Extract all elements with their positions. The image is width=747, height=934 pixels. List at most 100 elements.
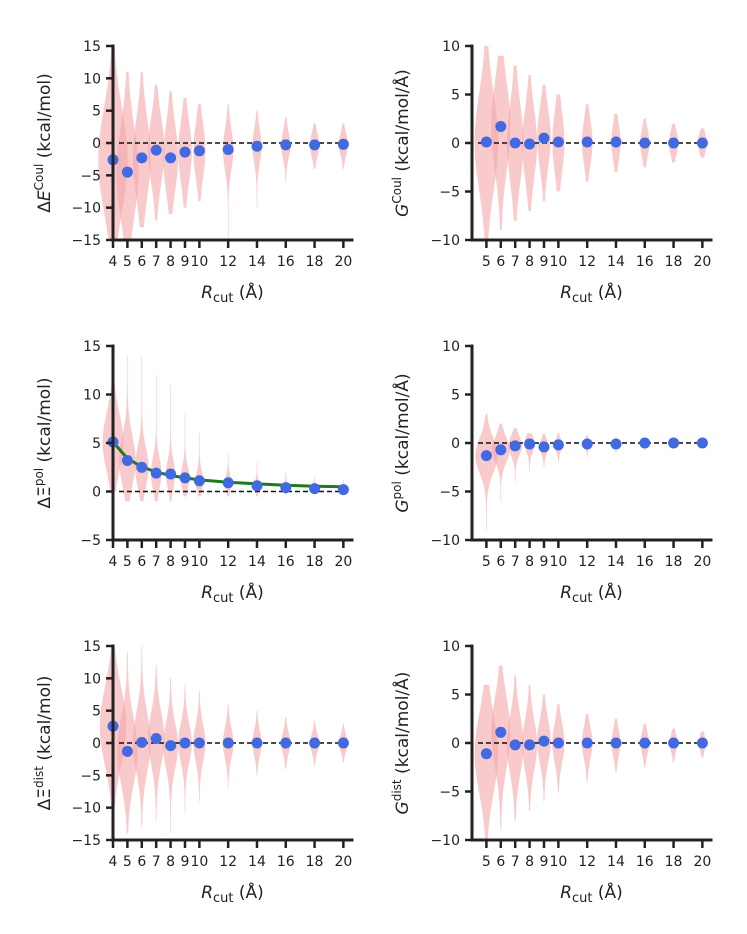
chart-G-dist-ylabel: Gdist (kcal/mol/Å) xyxy=(390,672,413,815)
chart-dE-coul-xtick-label: 10 xyxy=(190,254,208,270)
chart-dXi-pol-ytick-label: 15 xyxy=(83,339,101,355)
chart-dXi-pol-point-7 xyxy=(150,467,162,479)
chart-dXi-pol-xtick-label: 14 xyxy=(248,554,266,570)
chart-G-coul-point-6 xyxy=(495,121,507,132)
chart-dXi-pol-point-5 xyxy=(121,455,133,466)
chart-dE-coul-xtick-label: 16 xyxy=(277,254,295,270)
chart-dXi-dist-xtick-label: 8 xyxy=(166,854,175,870)
chart-G-dist-xtick-label: 10 xyxy=(549,854,567,870)
chart-G-coul-xtick-label: 8 xyxy=(525,254,534,270)
chart-dXi-pol-point-20 xyxy=(337,484,349,496)
chart-dE-coul-violin-14 xyxy=(252,110,262,208)
chart-dE-coul-xtick-label: 12 xyxy=(219,254,237,270)
chart-G-coul-ytick-label: −10 xyxy=(430,233,460,249)
chart-dXi-pol-point-16 xyxy=(280,482,292,494)
chart-dXi-dist-xtick-label: 14 xyxy=(248,854,266,870)
chart-dXi-pol-xtick-label: 18 xyxy=(306,554,324,570)
chart-G-coul-point-20 xyxy=(696,137,708,149)
chart-dXi-dist-point-10 xyxy=(193,737,205,749)
chart-G-coul-point-9 xyxy=(538,132,550,144)
chart-G-dist-xtick-label: 5 xyxy=(482,854,491,870)
chart-dXi-pol-xtick-label: 8 xyxy=(166,554,175,570)
chart-G-coul-point-14 xyxy=(610,136,622,148)
chart-G-dist-xtick-label: 12 xyxy=(578,854,596,870)
chart-dE-coul-point-18 xyxy=(309,139,321,151)
chart-G-dist-xtick-label: 7 xyxy=(511,854,520,870)
chart-G-pol-xtick-label: 16 xyxy=(636,554,654,570)
chart-dXi-pol-xtick-label: 5 xyxy=(123,554,132,570)
chart-dXi-pol-xtick-label: 7 xyxy=(152,554,161,570)
chart-dXi-pol-xtick-label: 12 xyxy=(219,554,237,570)
chart-G-pol-xtick-label: 14 xyxy=(607,554,625,570)
chart-G-dist-points xyxy=(480,726,708,760)
chart-dXi-pol-xtick-label: 20 xyxy=(334,554,352,570)
chart-G-coul-xlabel: Rcut (Å) xyxy=(560,281,623,306)
chart-dXi-dist-xtick-label: 5 xyxy=(123,854,132,870)
chart-G-coul-xtick-label: 7 xyxy=(511,254,520,270)
chart-G-dist-ytick-label: 10 xyxy=(442,639,460,655)
chart-dXi-dist-point-6 xyxy=(136,736,148,748)
chart-dXi-pol-xtick-label: 10 xyxy=(190,554,208,570)
chart-G-pol-point-8 xyxy=(524,438,536,450)
chart-dE-coul-violins xyxy=(98,46,348,241)
chart-G-dist-point-12 xyxy=(581,737,593,749)
chart-G-pol-points xyxy=(480,437,708,462)
chart-G-dist-ytick-label: −10 xyxy=(430,833,460,849)
chart-dXi-pol-point-10 xyxy=(193,475,205,487)
chart-dXi-dist-ytick-label: 10 xyxy=(83,671,101,687)
chart-dXi-dist-xtick-label: 4 xyxy=(109,854,118,870)
chart-dE-coul-xtick-label: 7 xyxy=(152,254,161,270)
chart-G-pol-violin-7 xyxy=(508,428,522,482)
chart-G-pol-ytick-label: −10 xyxy=(430,533,460,549)
chart-dE-coul-xtick-label: 5 xyxy=(123,254,132,270)
chart-G-pol-xtick-label: 10 xyxy=(549,554,567,570)
chart-dXi-dist-ytick-label: −5 xyxy=(80,768,101,784)
chart-dXi-dist-ytick-label: −15 xyxy=(71,833,101,849)
chart-dE-coul-xtick-label: 6 xyxy=(137,254,146,270)
chart-dXi-pol-point-12 xyxy=(222,477,234,489)
chart-dXi-dist-ytick-label: −10 xyxy=(71,801,101,817)
chart-G-pol-violins xyxy=(475,413,705,531)
chart-G-dist-xtick-label: 20 xyxy=(693,854,711,870)
chart-G-dist-xtick-label: 6 xyxy=(496,854,505,870)
chart-dXi-pol-violin-10 xyxy=(195,433,204,497)
chart-G-coul-xtick-label: 18 xyxy=(665,254,683,270)
chart-dXi-pol-ytick-label: 5 xyxy=(92,436,101,452)
chart-dXi-dist-violin-6 xyxy=(132,646,151,828)
chart-G-coul-xtick-label: 6 xyxy=(496,254,505,270)
chart-G-dist-point-7 xyxy=(509,739,521,751)
chart-G-pol-point-20 xyxy=(696,437,708,449)
chart-dXi-dist-points xyxy=(107,720,349,757)
chart-G-pol-xtick-label: 9 xyxy=(540,554,549,570)
chart-dE-coul-point-9 xyxy=(179,146,191,158)
chart-G-pol-xtick-label: 8 xyxy=(525,554,534,570)
chart-G-coul-ylabel: GCoul (kcal/mol/Å) xyxy=(390,69,413,217)
chart-G-dist-xtick-label: 14 xyxy=(607,854,625,870)
chart-G-coul-xtick-label: 12 xyxy=(578,254,596,270)
chart-dE-coul-ytick-label: 15 xyxy=(83,39,101,55)
chart-dXi-dist-xtick-label: 9 xyxy=(181,854,190,870)
chart-dXi-dist-point-18 xyxy=(309,737,321,749)
chart-G-coul-xtick-label: 20 xyxy=(693,254,711,270)
chart-G-dist-point-14 xyxy=(610,737,622,749)
chart-dXi-dist-xtick-label: 20 xyxy=(334,854,352,870)
chart-G-dist-point-5 xyxy=(480,748,492,760)
chart-dE-coul-ytick-label: −5 xyxy=(80,168,101,184)
chart-G-dist-violin-6 xyxy=(491,665,511,831)
chart-G-coul-point-18 xyxy=(668,137,680,149)
chart-G-dist-point-16 xyxy=(639,737,651,749)
chart-dXi-pol-point-6 xyxy=(136,461,148,473)
chart-G-pol-ytick-label: 5 xyxy=(451,388,460,404)
chart-G-pol-point-14 xyxy=(610,438,622,450)
chart-dXi-dist-xtick-label: 16 xyxy=(277,854,295,870)
chart-G-coul-point-16 xyxy=(639,137,651,149)
chart-dXi-dist-point-16 xyxy=(280,737,292,749)
chart-dXi-dist-violin-8 xyxy=(163,678,179,834)
chart-G-dist-point-9 xyxy=(538,735,550,747)
chart-dXi-pol-violin-5 xyxy=(119,355,136,502)
chart-G-pol-xtick-label: 20 xyxy=(693,554,711,570)
